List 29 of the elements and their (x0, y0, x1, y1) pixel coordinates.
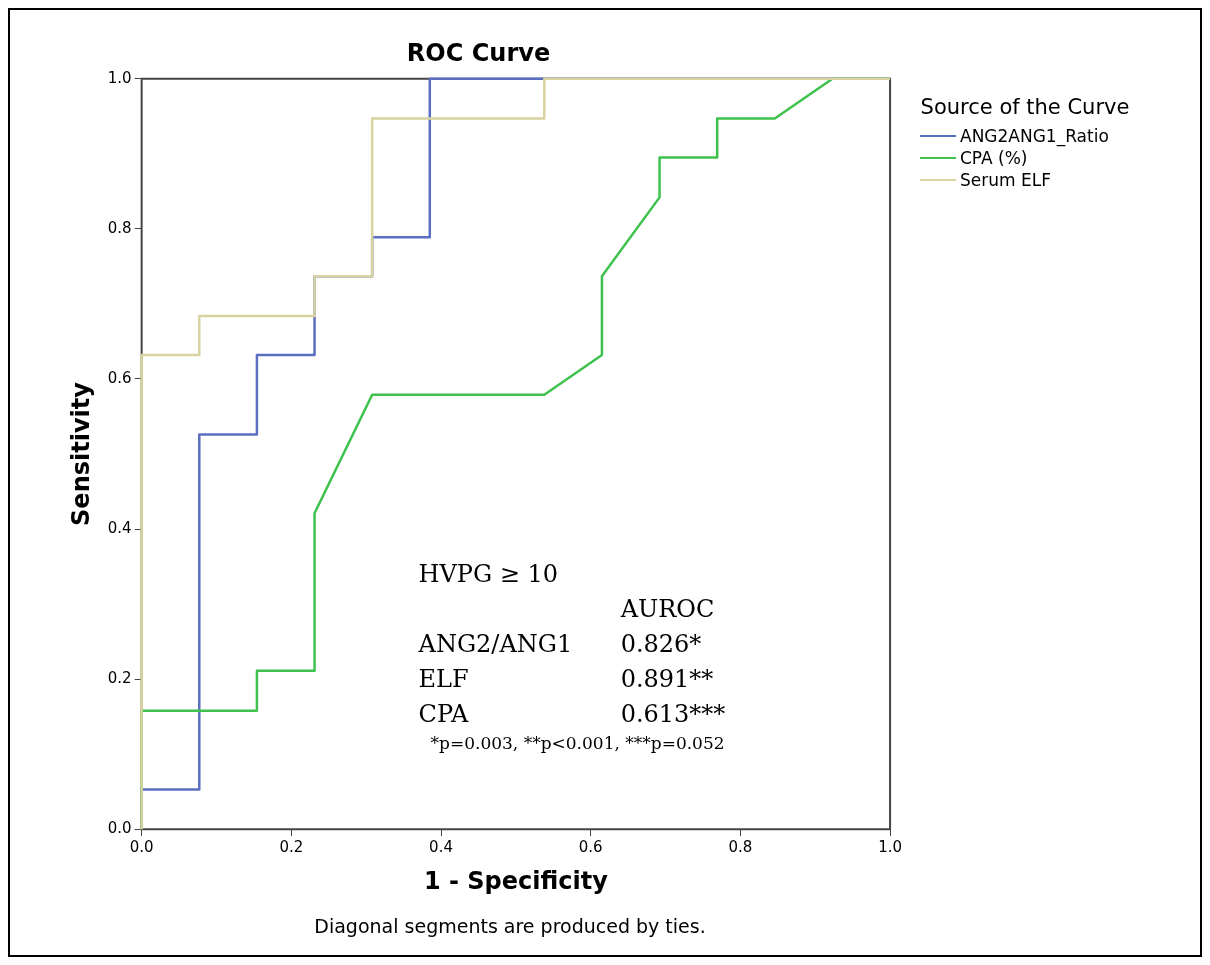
text: Diagonal segments are produced by ties. (313, 915, 707, 937)
annotation: *p=0.003, **p<0.001, ***p=0.052 (430, 732, 725, 753)
y-tick-label: 0.0 (107, 819, 132, 838)
x-tick-label: 0.0 (129, 838, 154, 857)
annotation: HVPG ≥ 10 (418, 559, 559, 588)
y-tick-label: 0.4 (107, 518, 132, 537)
annotation: AUROC (619, 594, 715, 623)
annotation: ANG2/ANG1 (417, 629, 573, 658)
y-tick-label: 0.8 (107, 218, 132, 237)
y-tick-label: 1.0 (107, 68, 132, 87)
annotation: ELF (418, 664, 469, 693)
annotation: 0.891** (620, 664, 714, 693)
annotation: 0.826* (620, 629, 702, 658)
legend-label: ANG2ANG1_Ratio (960, 126, 1109, 146)
y-tick-label: 0.2 (107, 669, 132, 688)
legend-label: CPA (%) (960, 148, 1028, 168)
chart-title: ROC Curve (406, 38, 551, 67)
x-tick-label: 0.4 (429, 838, 453, 857)
legend-label: Serum ELF (960, 170, 1051, 190)
legend-title: Source of the Curve (919, 95, 1131, 119)
x-axis-title: 1 - Specificity (423, 866, 609, 895)
x-tick-label: 0.6 (578, 838, 603, 857)
y-tick-label: 0.6 (107, 368, 132, 387)
y-axis-title: Sensitivity (66, 381, 95, 526)
x-tick-label: 0.2 (279, 838, 304, 857)
annotation: 0.613*** (620, 699, 726, 728)
x-tick-label: 0.8 (728, 838, 753, 857)
x-tick-label: 1.0 (878, 838, 902, 857)
annotation: CPA (418, 699, 469, 728)
